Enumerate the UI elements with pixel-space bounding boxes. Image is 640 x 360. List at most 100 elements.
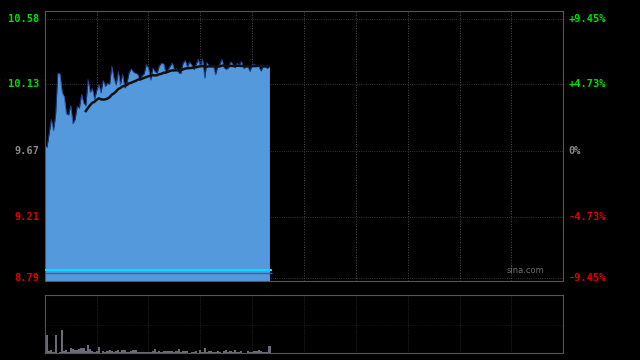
Bar	[216, 351, 219, 353]
Bar	[193, 352, 195, 353]
Bar	[84, 351, 87, 353]
Bar	[92, 351, 93, 353]
Bar	[212, 352, 214, 353]
Bar	[83, 347, 84, 353]
Bar	[195, 351, 197, 353]
Bar	[173, 352, 175, 353]
Bar	[158, 351, 161, 353]
Text: -4.73%: -4.73%	[568, 212, 606, 222]
Text: 0%: 0%	[568, 145, 581, 156]
Bar	[136, 352, 139, 353]
Bar	[257, 350, 260, 353]
Bar	[262, 352, 264, 353]
Bar	[251, 352, 253, 353]
Bar	[132, 351, 134, 353]
Text: 9.67: 9.67	[15, 145, 40, 156]
Bar	[204, 348, 205, 353]
Bar	[130, 351, 132, 353]
Text: 10.13: 10.13	[8, 79, 40, 89]
Bar	[184, 351, 186, 353]
Bar	[106, 351, 109, 353]
Bar	[46, 335, 48, 353]
Bar	[169, 351, 171, 353]
Bar	[175, 351, 178, 353]
Bar	[72, 348, 74, 353]
Bar	[143, 352, 145, 353]
Bar	[199, 350, 202, 353]
Bar	[240, 351, 243, 353]
Bar	[232, 352, 234, 353]
Bar	[164, 351, 167, 353]
Bar	[249, 352, 251, 353]
Bar	[98, 347, 100, 353]
Bar	[74, 350, 76, 353]
Bar	[76, 350, 78, 353]
Bar	[247, 351, 249, 353]
Bar	[154, 349, 156, 353]
Bar	[115, 351, 117, 353]
Bar	[44, 349, 46, 353]
Bar	[156, 352, 158, 353]
Bar	[50, 350, 52, 353]
Text: 10.58: 10.58	[8, 14, 40, 24]
Bar	[111, 351, 113, 353]
Text: -9.45%: -9.45%	[568, 273, 606, 283]
Bar	[264, 352, 266, 353]
Text: sina.com: sina.com	[506, 266, 544, 275]
Text: +4.73%: +4.73%	[568, 79, 606, 89]
Text: 9.21: 9.21	[15, 212, 40, 222]
Bar	[219, 352, 221, 353]
Bar	[109, 350, 111, 353]
Bar	[223, 351, 225, 353]
Bar	[102, 351, 104, 353]
Bar	[202, 352, 204, 353]
Bar	[113, 352, 115, 353]
Bar	[180, 352, 182, 353]
Bar	[214, 352, 216, 353]
Bar	[186, 351, 188, 353]
Bar	[191, 352, 193, 353]
Bar	[230, 351, 232, 353]
Bar	[225, 350, 227, 353]
Bar	[255, 351, 257, 353]
Bar	[119, 352, 122, 353]
Bar	[210, 351, 212, 353]
Bar	[268, 346, 271, 353]
Bar	[152, 351, 154, 353]
Bar	[70, 348, 72, 353]
Bar	[145, 351, 147, 353]
Bar	[95, 351, 98, 353]
Bar	[171, 351, 173, 353]
Text: 8.79: 8.79	[15, 273, 40, 283]
Bar	[238, 352, 240, 353]
Bar	[81, 347, 83, 353]
Bar	[59, 352, 61, 353]
Bar	[150, 352, 152, 353]
Bar	[147, 352, 150, 353]
Bar	[163, 351, 164, 353]
Bar	[167, 351, 169, 353]
Bar	[161, 352, 163, 353]
Bar	[141, 352, 143, 353]
Bar	[139, 352, 141, 353]
Bar	[178, 349, 180, 353]
Bar	[208, 351, 210, 353]
Bar	[227, 352, 230, 353]
Bar	[104, 352, 106, 353]
Bar	[266, 352, 268, 353]
Bar	[117, 351, 119, 353]
Bar	[65, 350, 67, 353]
Bar	[93, 352, 95, 353]
Bar	[122, 350, 124, 353]
Bar	[63, 351, 65, 353]
Bar	[205, 352, 208, 353]
Bar	[48, 351, 50, 353]
Bar	[61, 330, 63, 353]
Bar	[52, 352, 54, 353]
Bar	[234, 351, 236, 353]
Bar	[134, 350, 136, 353]
Bar	[124, 350, 126, 353]
Bar	[87, 345, 89, 353]
Bar	[78, 350, 81, 353]
Bar	[128, 352, 130, 353]
